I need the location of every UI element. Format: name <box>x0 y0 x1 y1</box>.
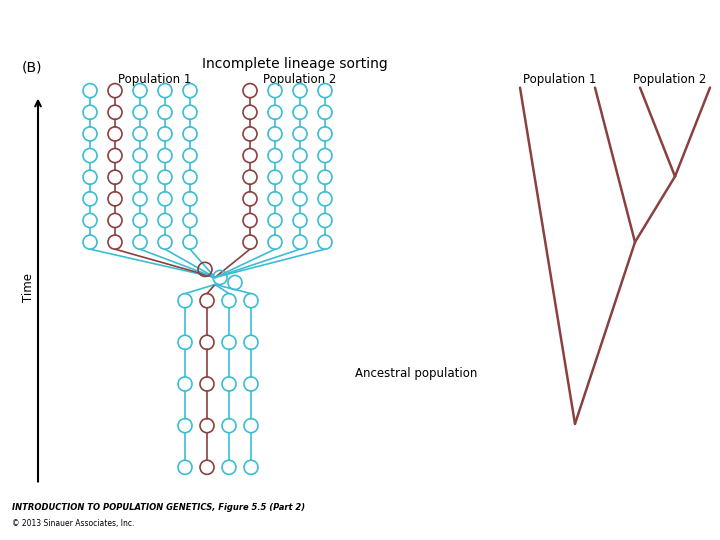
Text: © 2013 Sinauer Associates, Inc.: © 2013 Sinauer Associates, Inc. <box>12 519 135 528</box>
Text: Population 2: Population 2 <box>264 73 337 86</box>
Text: Population 2: Population 2 <box>634 73 707 86</box>
Text: Incomplete lineage sorting: Incomplete lineage sorting <box>202 57 388 71</box>
Text: Population 1: Population 1 <box>523 73 597 86</box>
Text: Population 1: Population 1 <box>118 73 192 86</box>
Text: Figure 5.5 (B) Incomplete lineage sorting: Figure 5.5 (B) Incomplete lineage sortin… <box>6 10 305 25</box>
Text: (B): (B) <box>22 60 42 75</box>
Text: Ancestral population: Ancestral population <box>355 367 477 380</box>
Text: INTRODUCTION TO POPULATION GENETICS, Figure 5.5 (Part 2): INTRODUCTION TO POPULATION GENETICS, Fig… <box>12 503 305 512</box>
Text: Time: Time <box>22 273 35 302</box>
